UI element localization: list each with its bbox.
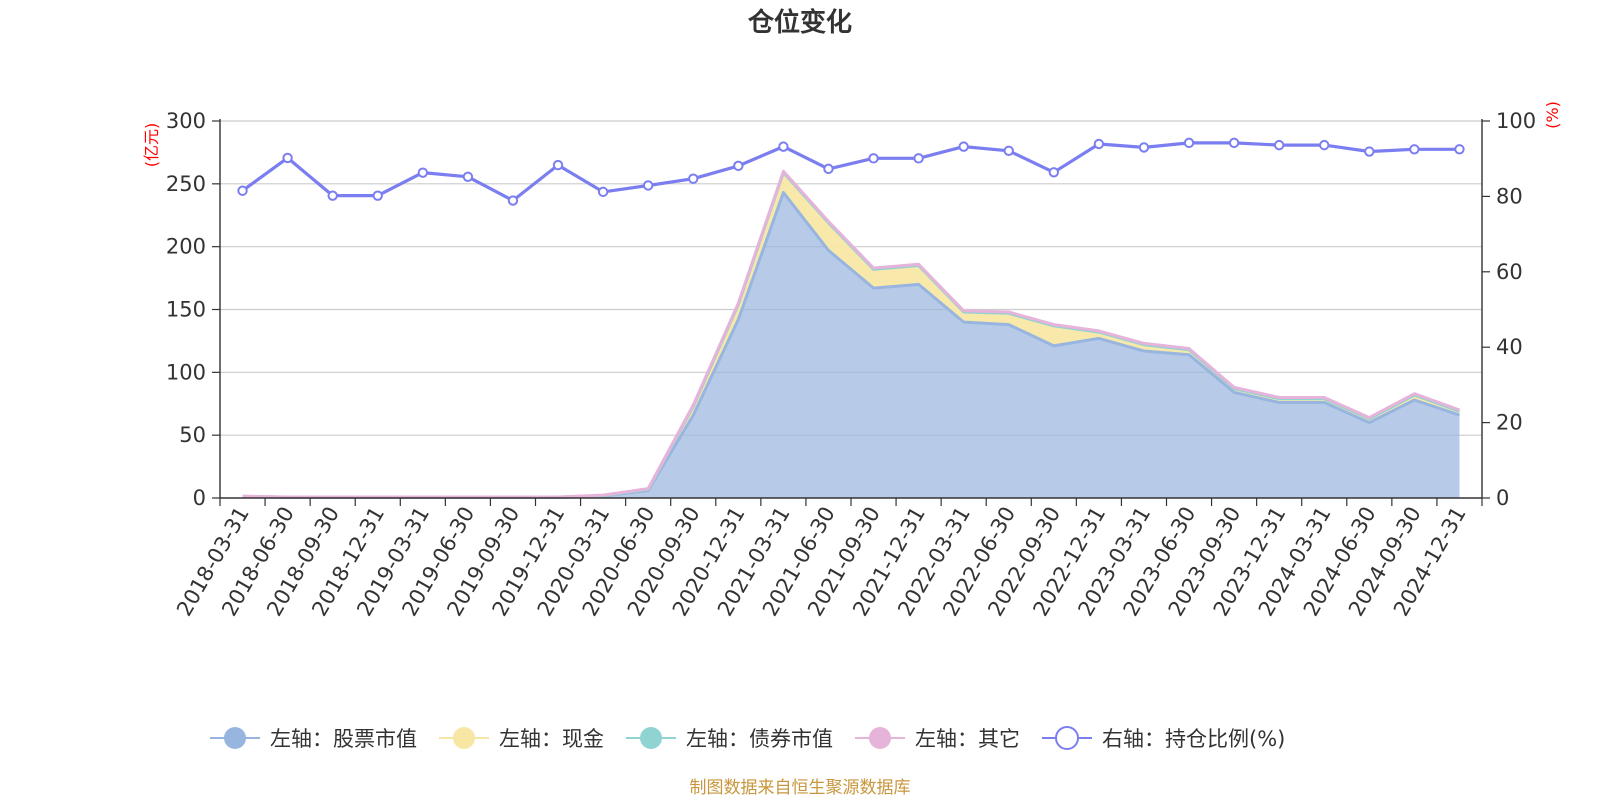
legend: 左轴：股票市值 左轴：现金 左轴：债券市值 左轴：其它 右轴：持仓比例(%) [210,726,1285,751]
legend-label: 左轴：债券市值 [686,727,833,751]
legend-symbol [640,727,662,749]
stacked-areas [242,169,1461,499]
right-axis-tick-label: 100 [1496,109,1536,133]
holding-ratio-point [282,152,293,164]
legend-symbol [1055,726,1079,750]
holding-ratio-point [958,141,969,152]
axes: 0 50 100 150 200 250 300 0 20 40 60 80 100 [166,109,1536,510]
legend-item: 左轴：其它 [855,727,1020,751]
holding-ratio-point [1093,138,1105,150]
holding-ratio-path [241,141,1460,203]
right-axis-tick-label: 40 [1496,335,1523,359]
left-axis-tick-label: 50 [179,423,206,447]
holding-ratio-point [327,190,338,201]
holding-ratio-point [417,167,429,178]
holding-ratio-point [733,160,744,172]
left-axis-unit: (亿元) [142,123,161,168]
holding-ratio-point [1183,137,1195,149]
holding-ratio-point [1364,146,1375,157]
stock-value-area [242,192,1460,498]
holding-ratio-point [778,141,789,152]
source-note: 制图数据来自恒生聚源数据库 [690,778,911,798]
x-axis-tick-labels: 2018-03-312018-06-302018-09-302018-12-31… [172,498,1483,620]
legend-item: 左轴：股票市值 [210,727,417,751]
holding-ratio-point [507,195,519,206]
holding-ratio-point [462,171,474,182]
holding-ratio-point [823,163,834,175]
holding-ratio-point [868,153,879,164]
legend-item: 左轴：债券市值 [626,727,833,751]
right-axis-tick-label: 20 [1496,411,1523,435]
left-axis-tick-label: 100 [166,360,206,384]
holding-ratio-line [237,137,1465,206]
left-axis-tick-label: 0 [193,486,206,510]
holding-ratio-point [688,173,699,184]
holding-ratio-point [237,185,248,196]
chart-title: 仓位变化 [747,7,852,38]
right-axis-unit: (%) [1543,101,1562,129]
holding-ratio-point [642,180,654,191]
holding-ratio-point [1273,139,1285,151]
holding-ratio-point [913,153,924,164]
left-axis-tick-label: 250 [166,172,206,196]
legend-item: 右轴：持仓比例(%) [1042,726,1285,751]
right-axis-tick-label: 60 [1496,260,1523,284]
legend-symbol [869,727,891,749]
legend-label: 左轴：股票市值 [270,727,417,751]
legend-label: 左轴：其它 [915,727,1020,751]
holding-ratio-point [1138,142,1150,153]
holding-ratio-point [1409,144,1420,155]
left-axis-tick-label: 200 [166,235,206,259]
holding-ratio-point [1048,167,1060,178]
holding-ratio-point [552,159,564,171]
holding-ratio-point [1003,145,1014,156]
right-axis-tick-label: 80 [1496,184,1523,208]
right-axis-tick-label: 0 [1496,486,1509,510]
other-area-top-line [242,169,1461,499]
holding-ratio-point [1228,137,1240,149]
legend-label: 右轴：持仓比例(%) [1102,727,1285,751]
legend-symbol [453,727,475,749]
holding-ratio-point [372,190,383,201]
left-axis-tick-label: 300 [166,109,206,133]
legend-item: 左轴：现金 [439,727,604,751]
legend-label: 左轴：现金 [499,727,604,751]
holding-ratio-point [1319,139,1330,151]
left-axis-tick-label: 150 [166,298,206,322]
holding-ratio-point [1454,144,1465,155]
holding-ratio-point [597,186,609,198]
legend-symbol [224,727,246,749]
